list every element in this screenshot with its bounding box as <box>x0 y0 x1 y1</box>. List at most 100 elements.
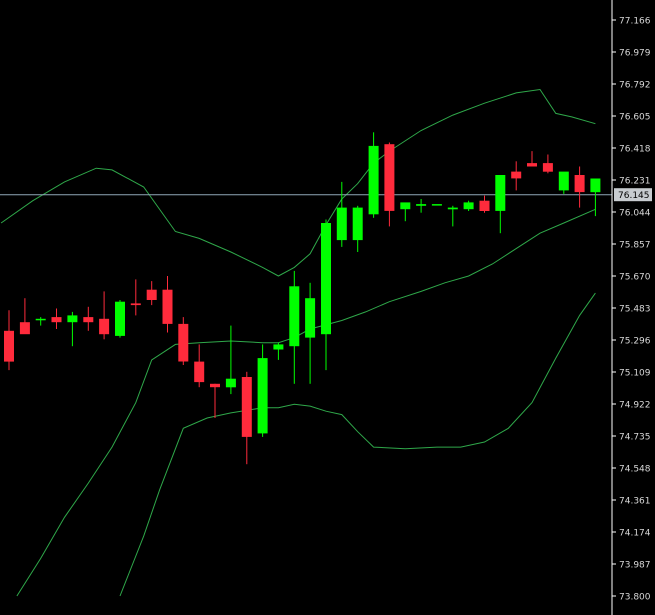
candle <box>99 291 110 340</box>
tick-label: 75.296 <box>619 337 651 347</box>
candle <box>19 298 30 335</box>
candle-body <box>115 301 125 336</box>
candle <box>511 161 522 191</box>
candle-body <box>321 223 331 335</box>
candle <box>479 195 490 213</box>
tick-label: 77.166 <box>619 17 651 27</box>
candle <box>463 200 474 211</box>
candle-body <box>590 178 601 193</box>
candle <box>590 178 601 217</box>
candle-body <box>305 298 316 338</box>
candle <box>305 282 316 384</box>
candle <box>352 205 363 252</box>
candle-body <box>431 204 442 206</box>
candle-body <box>35 318 46 321</box>
candle <box>241 371 252 465</box>
bollinger-upper-band <box>0 88 596 277</box>
candle-body <box>289 286 300 347</box>
candle <box>67 311 78 347</box>
candle <box>51 308 62 329</box>
candle-body <box>368 145 379 215</box>
current-price-label: 76.145 <box>618 191 650 201</box>
candle-body <box>194 361 205 383</box>
candle-body <box>336 207 347 241</box>
candle <box>130 279 141 316</box>
candle <box>194 344 205 388</box>
tick-label: 75.483 <box>619 305 651 315</box>
candle-body <box>130 303 141 306</box>
candle <box>210 383 220 418</box>
candle <box>400 202 411 222</box>
tick-label: 76.792 <box>619 81 651 91</box>
candle <box>574 166 585 208</box>
candle <box>35 317 46 326</box>
tick-label: 75.109 <box>619 369 651 379</box>
candle-body <box>178 323 189 362</box>
candle-body <box>352 207 363 241</box>
candle-body <box>67 315 78 323</box>
candle-body <box>447 207 458 210</box>
tick-label: 74.361 <box>619 497 651 507</box>
candle <box>115 300 125 338</box>
candle-body <box>4 330 14 362</box>
candle <box>336 181 347 247</box>
candles <box>4 132 601 465</box>
candle-body <box>416 204 427 206</box>
bollinger-middle-band <box>16 208 596 597</box>
candle-body <box>146 289 157 300</box>
tick-label: 76.044 <box>619 209 651 219</box>
bollinger-lower-band <box>119 292 596 597</box>
candle-body <box>527 163 537 167</box>
candle-body <box>19 322 30 335</box>
candle-body <box>384 144 395 211</box>
candle-body <box>495 175 506 211</box>
tick-label: 74.174 <box>619 529 651 539</box>
current-price-badge-box <box>614 188 652 202</box>
candle-body <box>99 318 110 335</box>
candle <box>321 219 331 371</box>
candle <box>289 270 300 384</box>
candle-body <box>83 317 94 323</box>
tick-label: 76.979 <box>619 49 651 59</box>
candle <box>4 310 14 371</box>
tick-label: 74.548 <box>619 465 651 475</box>
candle-body <box>400 202 411 210</box>
candle <box>257 344 268 437</box>
tick-label: 74.735 <box>619 433 651 443</box>
price-axis-ticks: 77.166 76.979 76.792 76.605 76.418 76.231 76.0… <box>612 17 651 603</box>
candle <box>368 132 379 218</box>
candle-body <box>210 383 220 388</box>
candle <box>542 154 553 174</box>
tick-label: 75.857 <box>619 241 651 251</box>
candle <box>416 199 427 213</box>
candle <box>384 142 395 227</box>
candle-body <box>574 175 585 193</box>
candle-body <box>511 171 522 179</box>
tick-label: 76.605 <box>619 113 651 123</box>
candle-body <box>542 163 553 172</box>
tick-label: 74.922 <box>619 401 651 411</box>
candle-body <box>479 200 490 211</box>
tick-label: 75.670 <box>619 273 651 283</box>
candle <box>146 281 157 306</box>
candle <box>83 306 94 331</box>
tick-label: 73.800 <box>619 593 651 603</box>
tick-label: 73.987 <box>619 561 651 571</box>
candle-body <box>273 344 284 350</box>
candle <box>527 151 537 167</box>
candle-body <box>241 377 252 437</box>
candle <box>273 342 284 360</box>
candle-body <box>51 317 62 323</box>
candle-body <box>463 202 474 210</box>
candle-body <box>225 378 236 388</box>
candle <box>495 175 506 234</box>
candle <box>225 325 236 395</box>
tick-label: 76.418 <box>619 145 651 155</box>
candle-body <box>162 289 173 324</box>
candle <box>178 317 189 365</box>
candle-body <box>257 358 268 434</box>
candle <box>431 204 442 206</box>
tick-label: 76.231 <box>619 177 651 187</box>
current-price-badge: 76.145 <box>614 188 652 202</box>
